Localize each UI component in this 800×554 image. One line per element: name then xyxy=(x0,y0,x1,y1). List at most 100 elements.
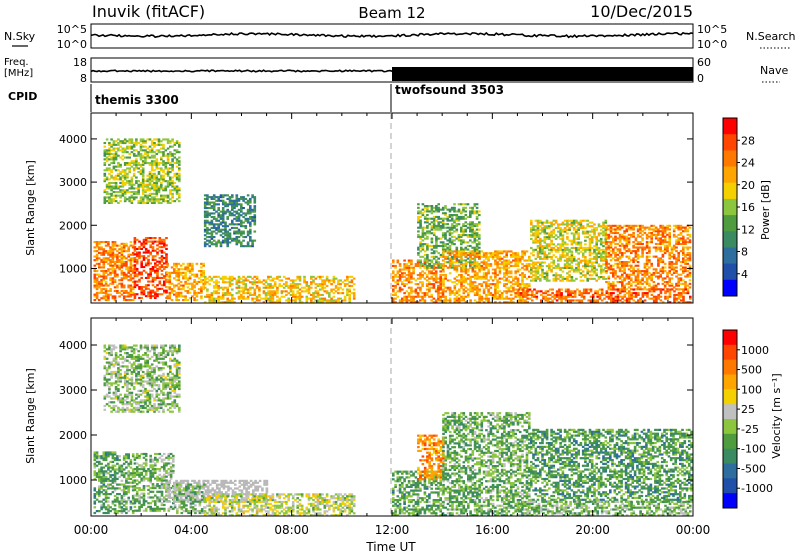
colorbar-tick-label: 500 xyxy=(741,364,762,377)
date-title: 10/Dec/2015 xyxy=(590,2,693,21)
colorbar-swatch xyxy=(723,448,737,464)
freq-label: Freq. xyxy=(4,57,29,68)
velocity-patch-9 xyxy=(530,428,693,503)
power-patch-1 xyxy=(133,237,168,299)
nave-label: Nave xyxy=(760,64,788,77)
power-colorbar-label: Power [dB] xyxy=(759,180,772,240)
colorbar-swatch xyxy=(723,231,737,248)
cpid-segment-1: themis 3300 xyxy=(95,93,179,107)
power-patch-4 xyxy=(103,138,181,204)
power-patch-8 xyxy=(442,250,531,304)
velocity-y-ticks: 1000 2000 3000 4000 xyxy=(59,339,693,487)
power-y-axis-label: Slant Range [km] xyxy=(24,160,37,256)
colorbar-swatch xyxy=(723,198,737,216)
y-tick-label: 4000 xyxy=(59,339,87,352)
velocity-patch-7 xyxy=(417,434,445,481)
nsky-series-line xyxy=(90,31,694,39)
colorbar-frame xyxy=(722,329,738,509)
colorbar-tick-label: -100 xyxy=(741,443,766,456)
colorbar-swatch xyxy=(723,279,737,297)
nsky-tick-bottom: 10^0 xyxy=(57,38,87,51)
colorbar-swatch xyxy=(723,330,737,346)
velocity-patch-0 xyxy=(93,451,135,515)
power-colorbar: 28 24 20 16 12 8 4 xyxy=(722,117,755,297)
colorbar-tick-label: 1000 xyxy=(741,344,769,357)
nsearch-tick-top: 10^5 xyxy=(697,23,727,36)
x-tick-label: 20:00 xyxy=(575,523,610,537)
nsky-tick-top: 10^5 xyxy=(57,23,87,36)
colorbar-swatch xyxy=(723,478,737,494)
cpid-label: CPID xyxy=(8,90,37,103)
nsky-panel xyxy=(90,23,694,49)
velocity-patch-5 xyxy=(103,344,181,413)
y-tick-label: 3000 xyxy=(59,384,87,397)
colorbar-swatch xyxy=(723,150,737,167)
colorbar-swatch xyxy=(723,359,737,375)
x-tick-label: 08:00 xyxy=(274,523,309,537)
colorbar-swatch xyxy=(723,247,737,265)
y-tick-label: 4000 xyxy=(59,133,87,146)
colorbar-tick-label: 8 xyxy=(741,246,748,259)
nave-tick-bottom: 0 xyxy=(697,72,704,85)
velocity-y-axis-label: Slant Range [km] xyxy=(24,368,37,464)
nsearch-label: N.Search xyxy=(746,30,796,43)
colorbar-swatch xyxy=(723,263,737,281)
nave-bars xyxy=(392,67,693,81)
power-y-ticks: 1000 2000 3000 4000 xyxy=(59,133,693,275)
power-patch-7 xyxy=(417,203,481,269)
freq-series-line xyxy=(90,69,694,73)
velocity-colorbar-label: Velocity [m s⁻¹] xyxy=(770,373,783,458)
velocity-patch-8 xyxy=(442,412,531,517)
colorbar-swatch xyxy=(723,433,737,449)
colorbar-tick-label: 12 xyxy=(741,223,755,236)
colorbar-tick-label: 4 xyxy=(741,268,748,281)
y-tick-label: 1000 xyxy=(59,474,87,487)
colorbar-tick-label: 20 xyxy=(741,179,755,192)
power-patch-9 xyxy=(530,219,608,282)
y-tick-label: 1000 xyxy=(59,262,87,275)
colorbar-tick-label: 25 xyxy=(741,403,755,416)
freq-tick-top: 18 xyxy=(73,56,87,69)
power-patch-3 xyxy=(203,275,356,304)
x-tick-label: 16:00 xyxy=(475,523,510,537)
power-patch-6 xyxy=(392,259,445,304)
colorbar-swatch xyxy=(723,215,737,232)
x-tick-labels: 00:00 04:00 08:00 12:00 16:00 20:00 00:00 xyxy=(74,523,711,537)
colorbar-tick-label: 28 xyxy=(741,134,755,147)
nave-tick-top: 60 xyxy=(697,56,711,69)
colorbar-swatch xyxy=(723,493,737,509)
beam-title: Beam 12 xyxy=(358,4,425,22)
x-tick-label: 00:00 xyxy=(676,523,711,537)
colorbar-swatch xyxy=(723,389,737,405)
colorbar-tick-label: -25 xyxy=(741,423,759,436)
y-tick-label: 3000 xyxy=(59,176,87,189)
colorbar-swatch xyxy=(723,182,737,200)
freq-unit: [MHz] xyxy=(4,68,33,79)
colorbar-swatch xyxy=(723,344,737,360)
freq-tick-bottom: 8 xyxy=(80,72,87,85)
power-patch-5 xyxy=(203,194,257,248)
colorbar-swatch xyxy=(723,118,737,135)
power-patch-0 xyxy=(93,241,135,302)
velocity-patch-6 xyxy=(392,470,445,517)
nave-bar-block xyxy=(392,67,693,81)
nsky-label: N.Sky xyxy=(4,30,36,43)
x-axis-label: Time UT xyxy=(365,540,416,554)
power-patch-11 xyxy=(517,288,692,304)
power-patch-10 xyxy=(605,224,692,291)
colorbar-tick-label: -1000 xyxy=(741,482,773,495)
power-x-ticks xyxy=(90,113,694,303)
velocity-patch-10 xyxy=(517,500,692,517)
colorbar-tick-label: 100 xyxy=(741,383,762,396)
colorbar-swatch xyxy=(723,463,737,479)
colorbar-swatch xyxy=(723,166,737,184)
colorbar-swatch xyxy=(723,419,737,435)
power-heatmap xyxy=(93,138,692,304)
colorbar-tick-label: 16 xyxy=(741,201,755,214)
x-tick-label: 12:00 xyxy=(375,523,410,537)
x-tick-label: 04:00 xyxy=(174,523,209,537)
velocity-patch-4 xyxy=(203,493,356,517)
colorbar-swatch xyxy=(723,404,737,420)
site-title: Inuvik (fitACF) xyxy=(92,2,205,21)
colorbar-swatch xyxy=(723,374,737,390)
